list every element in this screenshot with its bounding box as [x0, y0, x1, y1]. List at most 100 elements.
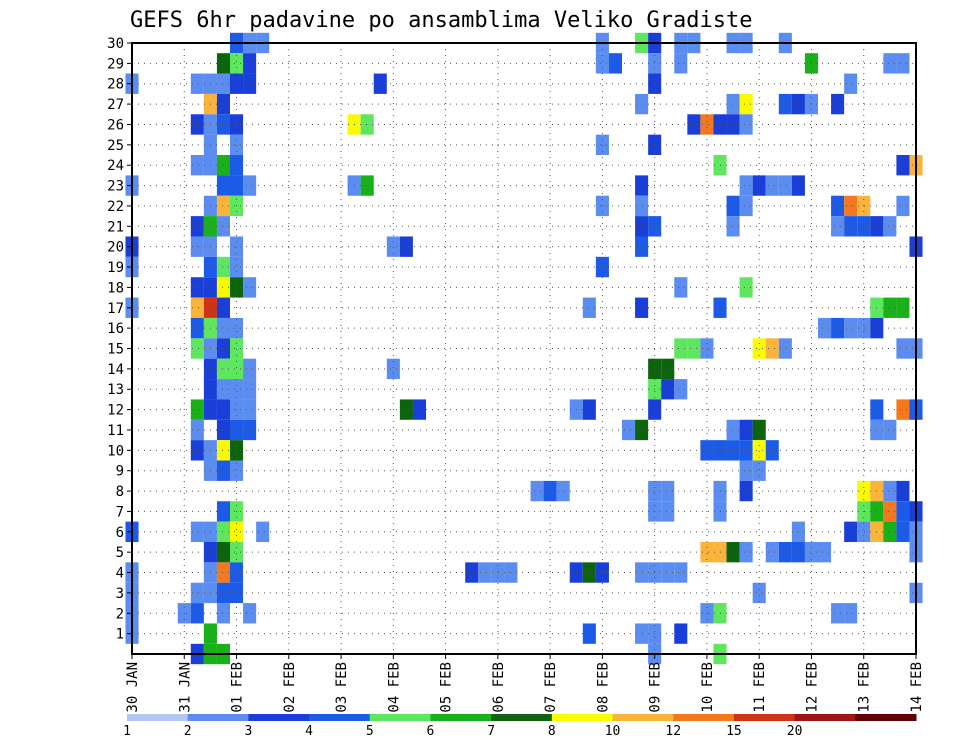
legend-swatch — [612, 714, 674, 721]
precip-cell — [216, 216, 230, 237]
legend-swatch — [733, 714, 796, 721]
y-tick-label: 16 — [107, 321, 124, 337]
precip-cell — [831, 195, 845, 217]
legend-swatch — [309, 714, 371, 721]
y-tick-label: 2 — [116, 606, 124, 622]
precip-cell — [230, 582, 244, 604]
x-tick-label: 14 FEB — [909, 662, 925, 713]
precipitation-cells — [125, 32, 923, 665]
precip-cell — [190, 399, 204, 420]
precip-cell — [831, 317, 845, 339]
precip-cell — [216, 603, 230, 624]
legend-label: 20 — [787, 724, 803, 739]
legend-swatch — [369, 714, 431, 721]
legend-label: 6 — [427, 724, 435, 739]
precip-cell — [883, 521, 897, 542]
y-tick-label: 26 — [107, 117, 124, 133]
legend-label: 3 — [244, 724, 252, 739]
precip-cell — [399, 399, 413, 420]
precip-cell — [739, 440, 753, 461]
precip-cell — [216, 297, 230, 318]
y-tick-label: 8 — [116, 484, 124, 500]
precip-cell — [243, 399, 257, 420]
precip-cell — [243, 277, 257, 298]
precip-cell — [373, 73, 387, 94]
precip-cell — [190, 73, 204, 94]
precip-cell — [752, 460, 766, 481]
precip-cell — [230, 317, 244, 339]
precip-cell — [896, 53, 910, 74]
precip-cell — [386, 358, 400, 380]
precip-cell — [230, 562, 244, 583]
precip-cell — [360, 175, 374, 196]
legend-label: 5 — [366, 724, 374, 739]
x-axis: 30 JAN 31 JAN 01 FEB 02 FEB 03 FEB 04 FEB 05 F… — [125, 654, 925, 713]
precip-cell — [399, 236, 413, 257]
precip-cell — [216, 195, 230, 217]
precip-cell — [804, 53, 818, 74]
precip-cell — [216, 155, 230, 176]
precip-cell — [230, 134, 244, 156]
precip-cell — [230, 521, 244, 542]
precip-cell — [726, 440, 740, 461]
precip-cell — [230, 419, 244, 441]
precip-cell — [857, 521, 871, 542]
precip-cell — [230, 541, 244, 563]
precip-cell — [883, 501, 897, 522]
precip-cell — [216, 501, 230, 522]
precip-cell — [530, 480, 544, 502]
precip-cell — [674, 562, 688, 583]
legend-label: 10 — [605, 724, 621, 739]
precip-cell — [857, 317, 871, 339]
precip-cell — [190, 114, 204, 135]
precip-cell — [243, 379, 257, 400]
precip-cell — [635, 93, 649, 115]
precip-cell — [216, 419, 230, 441]
precip-cell — [726, 93, 740, 115]
legend-swatch — [430, 714, 492, 721]
legend-label: 12 — [665, 724, 681, 739]
x-tick-label: 06 FEB — [491, 662, 507, 713]
precip-cell — [726, 216, 740, 237]
precip-cell — [216, 521, 230, 542]
precip-cell — [674, 53, 688, 74]
precip-cell — [831, 93, 845, 115]
precip-cell — [216, 73, 230, 94]
x-tick-label: 03 FEB — [334, 662, 350, 713]
precip-cell — [752, 175, 766, 196]
precip-cell — [896, 297, 910, 318]
y-tick-label: 3 — [116, 586, 124, 602]
precip-cell — [190, 317, 204, 339]
precip-cell — [216, 541, 230, 563]
precip-cell — [739, 114, 753, 135]
precip-cell — [230, 460, 244, 481]
precip-cell — [190, 297, 204, 318]
precip-cell — [243, 175, 257, 196]
precip-cell — [844, 73, 858, 94]
precip-cell — [700, 114, 714, 135]
precip-cell — [752, 440, 766, 461]
precip-cell — [230, 256, 244, 278]
precip-cell — [386, 236, 400, 257]
x-tick-label: 08 FEB — [595, 662, 611, 713]
precip-cell — [635, 297, 649, 318]
y-tick-label: 28 — [107, 77, 124, 93]
precip-cell — [230, 53, 244, 74]
x-tick-label: 11 FEB — [752, 662, 768, 713]
precip-cell — [857, 216, 871, 237]
precip-cell — [243, 53, 257, 74]
precip-cell — [818, 317, 832, 339]
precip-cell — [608, 53, 622, 74]
legend-swatch — [248, 714, 310, 721]
legend-label: 15 — [726, 724, 742, 739]
precip-cell — [582, 623, 596, 644]
y-tick-label: 6 — [116, 525, 124, 541]
precip-cell — [804, 93, 818, 115]
x-tick-label: 31 JAN — [177, 662, 193, 713]
precip-cell — [896, 501, 910, 522]
legend-swatch — [673, 714, 735, 721]
precip-cell — [190, 155, 204, 176]
precip-cell — [804, 541, 818, 563]
precip-cell — [635, 623, 649, 644]
